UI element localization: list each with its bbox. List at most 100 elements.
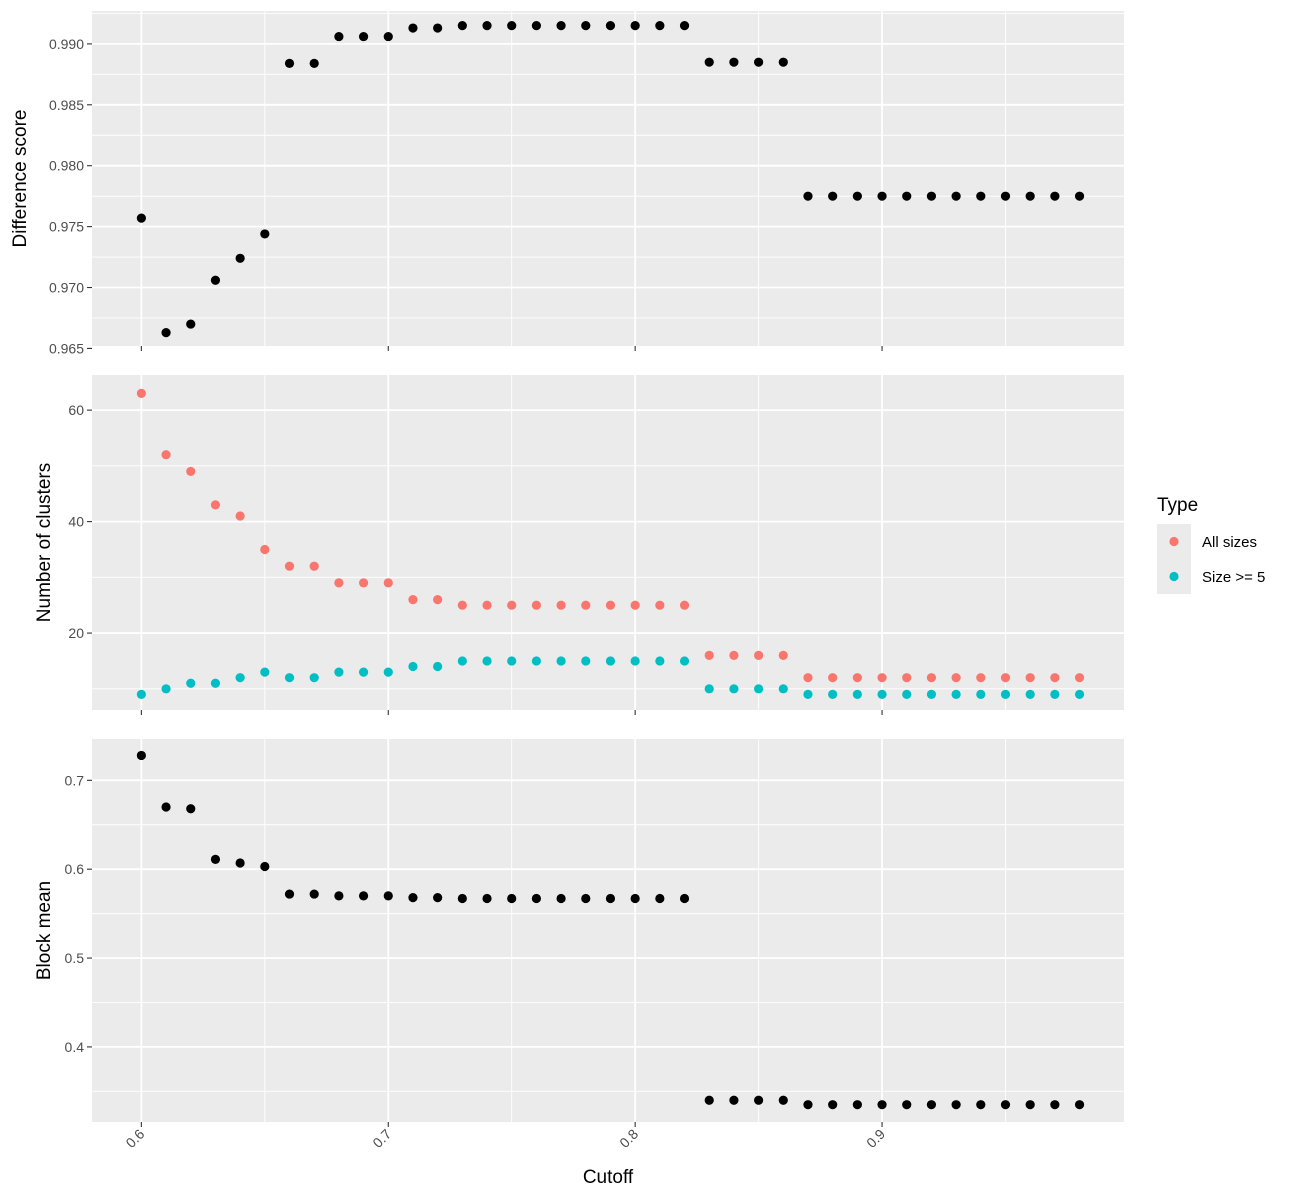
data-point — [976, 191, 986, 201]
data-point — [136, 750, 146, 761]
data-point — [679, 656, 690, 666]
y-axis-title: Number of clusters — [34, 463, 55, 622]
data-point — [161, 684, 171, 694]
data-point — [803, 1100, 813, 1110]
y-tick-label: 0.990 — [49, 36, 84, 52]
data-point — [136, 388, 146, 398]
data-point — [605, 600, 616, 610]
data-point — [976, 673, 986, 683]
data-point — [161, 328, 171, 338]
data-point — [926, 673, 937, 683]
data-point — [482, 600, 492, 610]
data-point — [803, 689, 813, 699]
data-point — [778, 684, 788, 694]
data-point — [284, 673, 295, 683]
data-point — [778, 57, 788, 67]
data-point — [828, 191, 838, 201]
data-point — [260, 229, 270, 239]
data-point — [704, 684, 714, 694]
legend-key-point — [1169, 571, 1179, 582]
data-point — [828, 673, 838, 683]
data-point — [852, 1100, 862, 1110]
data-point — [334, 31, 344, 42]
data-point — [704, 57, 714, 67]
data-point — [778, 1095, 788, 1105]
data-point — [803, 191, 813, 201]
data-point — [383, 578, 393, 588]
data-point — [902, 1100, 912, 1110]
data-point — [1074, 673, 1085, 683]
data-point — [186, 466, 196, 477]
data-point — [186, 678, 196, 688]
legend-title: Type — [1157, 495, 1198, 516]
data-point — [877, 1100, 887, 1110]
data-point — [630, 893, 640, 904]
series-2 — [136, 656, 1085, 699]
panel-background — [92, 739, 1124, 1122]
data-point — [581, 600, 591, 610]
data-point — [433, 661, 443, 672]
data-point — [778, 650, 788, 660]
data-point — [1025, 673, 1035, 683]
data-point — [1050, 1100, 1060, 1110]
y-tick-label: 0.5 — [65, 950, 85, 966]
data-point — [556, 656, 566, 666]
data-point — [433, 893, 443, 903]
data-point — [877, 673, 887, 683]
data-point — [852, 689, 862, 699]
data-point — [655, 600, 665, 610]
data-point — [507, 656, 517, 666]
data-point — [704, 1095, 714, 1105]
data-point — [358, 891, 369, 901]
data-point — [630, 600, 640, 610]
data-point — [531, 21, 542, 31]
data-point — [655, 656, 665, 666]
data-point — [186, 804, 196, 814]
data-point — [309, 58, 319, 68]
data-point — [951, 1100, 961, 1110]
data-point — [507, 21, 517, 31]
data-point — [902, 191, 912, 201]
data-point — [926, 191, 937, 201]
y-tick-label: 0.4 — [65, 1039, 85, 1055]
y-axis-title: Difference score — [10, 110, 31, 248]
data-point — [1050, 191, 1060, 201]
data-point — [877, 689, 887, 699]
data-point — [556, 893, 566, 904]
data-point — [210, 275, 221, 285]
data-point — [457, 600, 467, 610]
data-point — [482, 21, 492, 31]
data-point — [828, 1100, 838, 1110]
data-point — [1025, 689, 1035, 699]
data-point — [433, 23, 443, 33]
data-point — [334, 578, 344, 588]
data-point — [951, 689, 961, 699]
data-point — [210, 678, 221, 688]
data-point — [408, 595, 418, 605]
data-point — [383, 667, 393, 677]
data-point — [679, 600, 690, 610]
data-point — [828, 689, 838, 699]
data-point — [1000, 1100, 1011, 1110]
data-point — [161, 802, 171, 812]
data-point — [161, 450, 171, 460]
x-tick-label: 0.8 — [616, 1126, 641, 1151]
panel-2: 20 40 60 Number of clusters — [34, 375, 1124, 715]
data-point — [457, 893, 467, 904]
y-tick-label: 0.980 — [49, 158, 84, 174]
data-point — [926, 689, 937, 699]
panel-background — [92, 11, 1124, 346]
data-point — [754, 1095, 764, 1105]
series-1 — [136, 388, 1085, 683]
data-point — [605, 21, 616, 31]
data-point — [1050, 689, 1060, 699]
data-point — [556, 600, 566, 610]
data-point — [1074, 1100, 1085, 1110]
data-point — [581, 21, 591, 31]
data-point — [729, 57, 739, 67]
y-tick-label: 60 — [68, 402, 84, 418]
data-point — [1000, 673, 1011, 683]
data-point — [877, 191, 887, 201]
data-point — [1025, 191, 1035, 201]
